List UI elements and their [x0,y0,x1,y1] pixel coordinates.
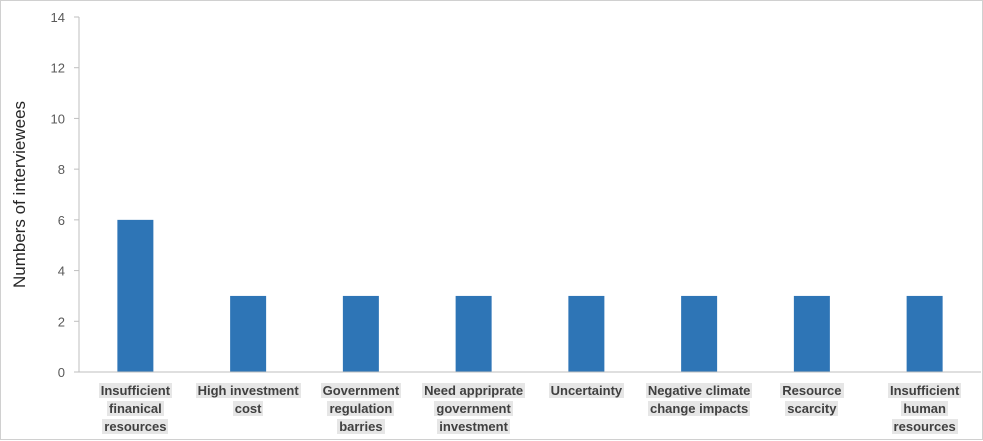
bar [906,295,943,372]
x-category-label-text: Need appriprate government investment [422,383,526,434]
bar [342,295,379,372]
x-category-label-text: Resource scarcity [780,383,844,416]
x-category-label: Need appriprate government investment [414,382,534,436]
x-category-label-text: Negative climate change impacts [645,383,753,416]
x-category-label: Insufficient human resources [865,382,983,436]
x-category-label-text: Uncertainty [548,383,625,398]
bar [230,295,267,372]
x-category-label: High investment cost [188,382,308,418]
x-category-label-text: Government regulation barries [320,383,402,434]
bars [117,219,943,372]
y-tick-label: 2 [58,314,65,329]
x-category-label: Government regulation barries [301,382,421,436]
y-tick-label: 10 [51,111,65,126]
x-category-label: Uncertainty [526,382,646,400]
x-category-label: Negative climate change impacts [639,382,759,418]
bar [568,295,605,372]
x-category-label: Resource scarcity [752,382,872,418]
y-axis: 0 2 4 6 8 10 12 14 [51,10,80,380]
bar [117,219,154,372]
x-category-label-text: High investment cost [195,383,301,416]
bar [455,295,492,372]
y-tick-label: 8 [58,162,65,177]
y-tick-label: 0 [58,365,65,380]
x-category-label-text: Insufficient human resources [887,383,962,434]
bar [681,295,718,372]
y-tick-label: 6 [58,213,65,228]
bar [793,295,830,372]
y-tick-label: 14 [51,10,65,25]
y-axis-label: Numbers of interviewees [10,101,29,288]
x-category-label-text: Insufficient finanical resources [98,383,173,434]
y-tick-label: 4 [58,264,65,279]
x-category-label: Insufficient finanical resources [75,382,195,436]
y-tick-label: 12 [51,61,65,76]
